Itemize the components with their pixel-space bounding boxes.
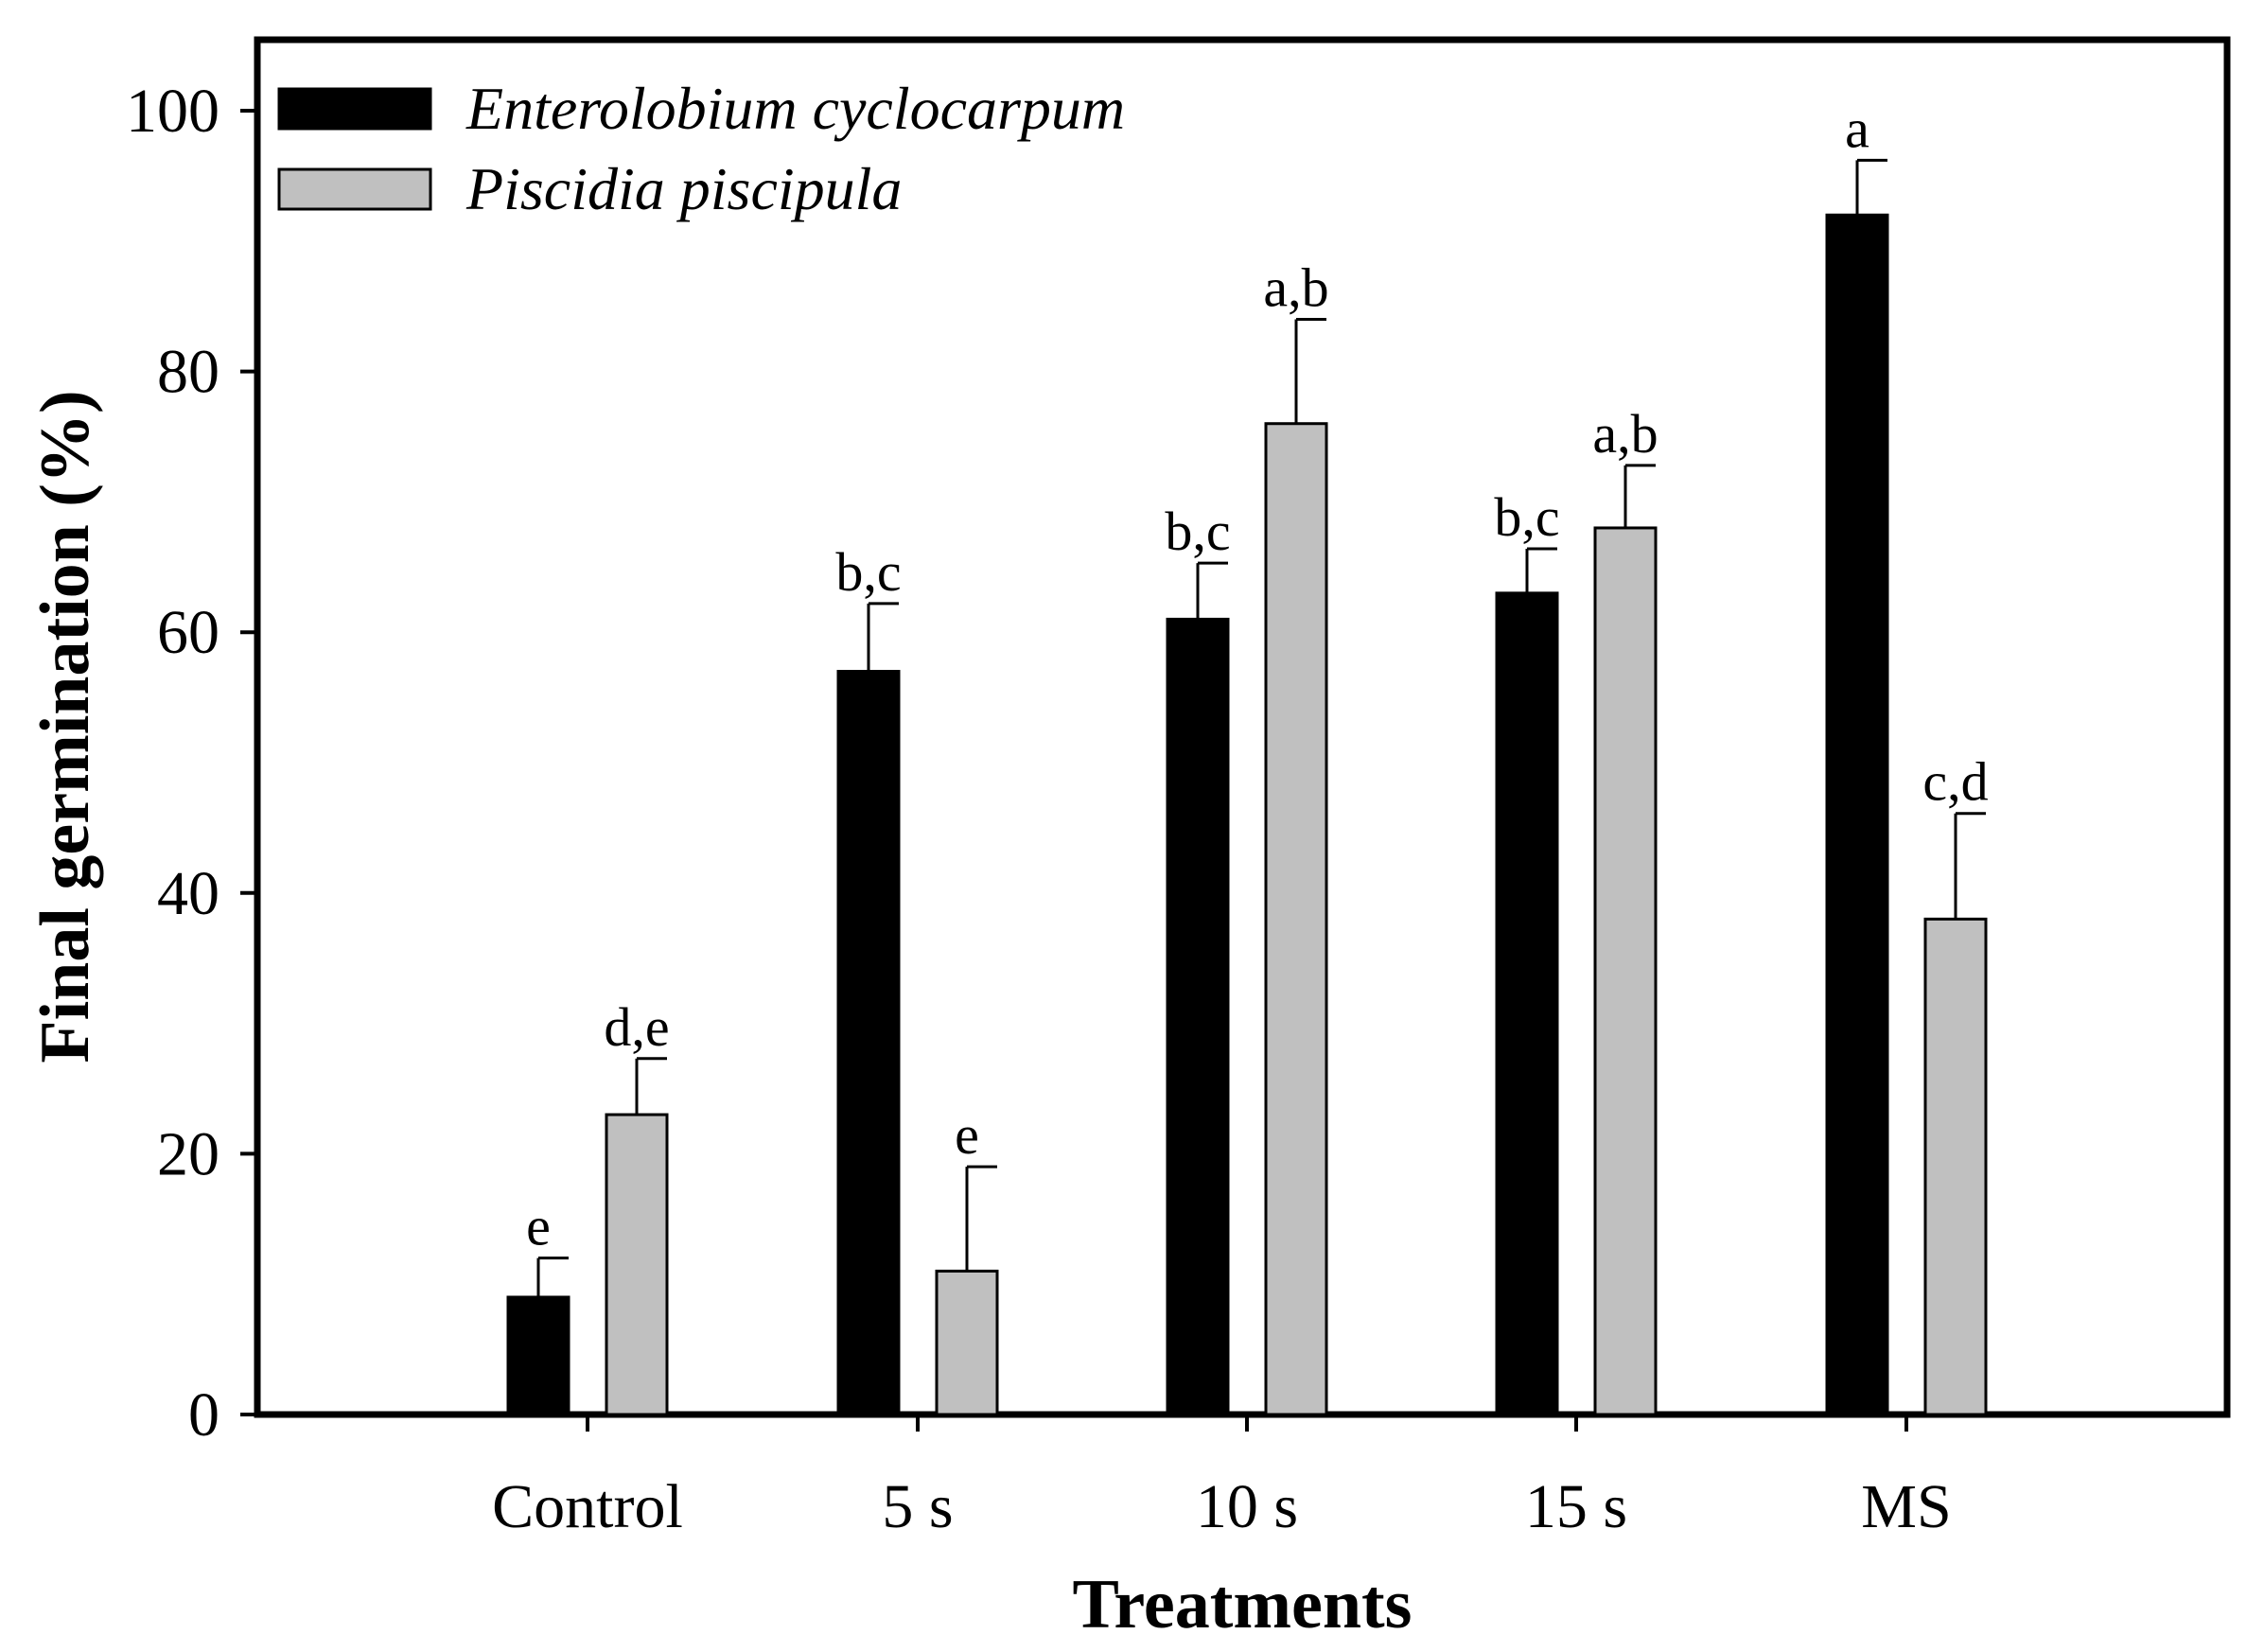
x-tick-label: 5 s	[882, 1472, 953, 1541]
y-tick-label: 100	[126, 77, 219, 146]
bar	[1166, 617, 1230, 1416]
y-tick-label: 80	[157, 338, 219, 407]
bar	[1923, 917, 1988, 1416]
legend-swatch	[277, 87, 432, 131]
bar	[1495, 591, 1559, 1416]
significance-letter: a,b	[1592, 403, 1658, 465]
bar	[506, 1295, 570, 1416]
bar	[1825, 213, 1889, 1416]
y-tick-label: 60	[157, 598, 219, 667]
legend-label: Piscidia piscipula	[465, 155, 902, 222]
bar	[935, 1269, 999, 1416]
significance-letter: a	[1845, 97, 1869, 159]
significance-letter: b,c	[1494, 486, 1559, 548]
y-tick-label: 40	[157, 859, 219, 928]
plot-frame	[254, 36, 2231, 1418]
y-tick-label: 20	[157, 1119, 219, 1188]
legend: Enterolobium cyclocarpum Piscidia piscipu…	[277, 75, 1125, 222]
legend-swatch	[277, 167, 432, 211]
x-tick-label: 10 s	[1196, 1472, 1298, 1541]
significance-letter: e	[526, 1196, 551, 1257]
significance-letter: a,b	[1263, 256, 1328, 318]
significance-letter: b,c	[835, 541, 901, 603]
significance-letter: b,c	[1165, 501, 1230, 562]
significance-letter: d,e	[604, 996, 669, 1058]
x-axis-title: Treatments	[1073, 1566, 1413, 1643]
y-axis-title: Final germination (%)	[26, 390, 104, 1063]
y-tick-label: 0	[188, 1380, 219, 1450]
x-tick-label: MS	[1861, 1472, 1951, 1541]
legend-label: Enterolobium cyclocarpum	[465, 75, 1125, 142]
bar	[1264, 422, 1328, 1416]
significance-letter: e	[955, 1104, 979, 1166]
bar	[605, 1113, 669, 1416]
x-tick-label: Control	[492, 1472, 683, 1541]
x-tick-label: 15 s	[1525, 1472, 1627, 1541]
bars: e b,c b,c b,c a d,e e a,b a,b c,d	[506, 97, 1989, 1416]
significance-letter: c,d	[1922, 751, 1988, 813]
y-axis: 0 20 40 60 80 100	[126, 77, 257, 1450]
bar	[1593, 526, 1658, 1416]
x-axis: Control 5 s 10 s 15 s MS	[492, 1415, 1952, 1541]
bar	[836, 670, 901, 1416]
